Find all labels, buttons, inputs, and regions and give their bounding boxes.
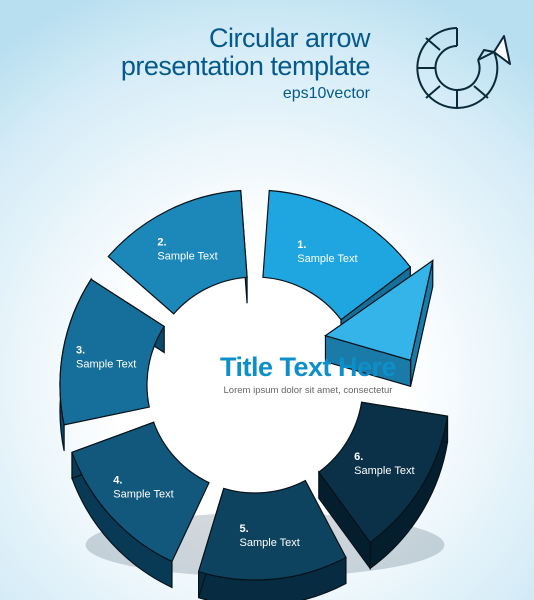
center-title: Title Text Here Lorem ipsum dolor sit am…	[178, 352, 438, 396]
segment-number: 6.	[354, 451, 363, 463]
stage: Circular arrow presentation template eps…	[0, 0, 534, 600]
center-title-text: Title Text Here	[178, 352, 438, 383]
segment-label: Sample Text	[113, 488, 173, 500]
segment-number: 5.	[240, 523, 249, 535]
segment-label: Sample Text	[354, 465, 414, 477]
segment-number: 2.	[157, 236, 166, 248]
circular-arrow-diagram: 1. Sample Text 2. Sample Text 3. Sample Text 4…	[0, 0, 534, 600]
segment-label: Sample Text	[297, 253, 357, 265]
segment-label: Sample Text	[157, 250, 217, 262]
segment-label: Sample Text	[76, 358, 136, 370]
segment-number: 4.	[113, 474, 122, 486]
center-subtitle: Lorem ipsum dolor sit amet, consectetur	[178, 385, 438, 396]
segment-label: Sample Text	[240, 537, 300, 549]
segment-number: 3.	[76, 344, 85, 356]
segment-number: 1.	[297, 239, 306, 251]
